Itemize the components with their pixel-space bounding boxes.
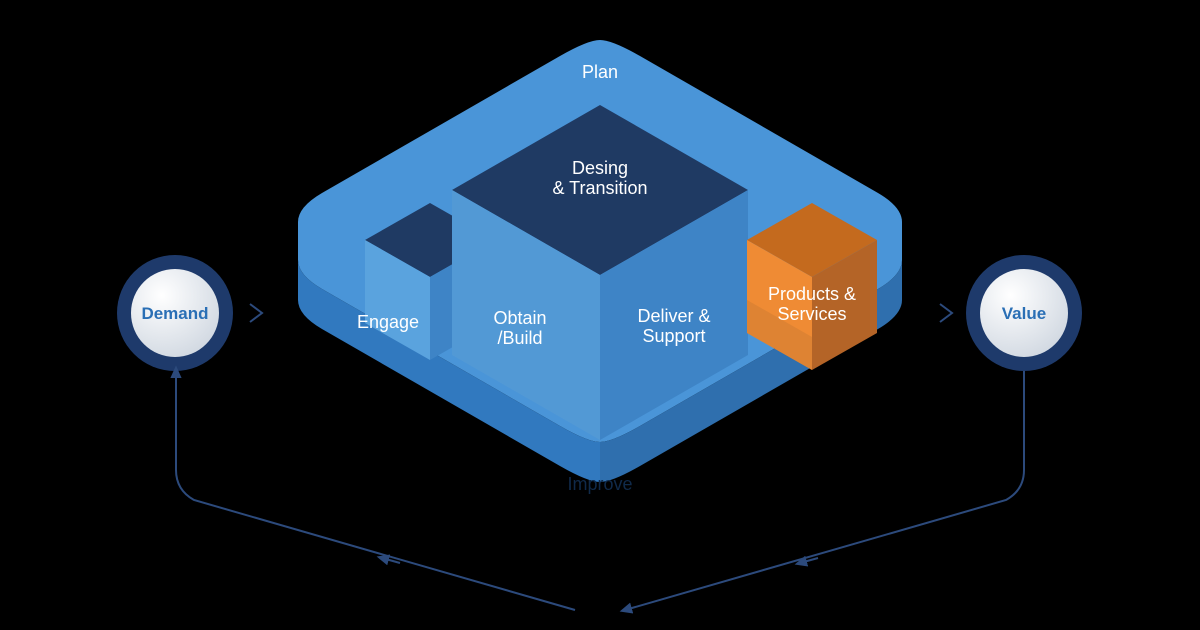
- chevron-demand: [250, 304, 262, 322]
- products-label: Products &Services: [768, 284, 856, 324]
- demand-label: Demand: [141, 304, 208, 323]
- value-circle: Value: [966, 255, 1082, 371]
- demand-circle: Demand: [117, 255, 233, 371]
- chevron-value: [940, 304, 952, 322]
- obtain-label: Obtain/Build: [493, 308, 546, 348]
- engage-label: Engage: [357, 312, 419, 332]
- plan-label: Plan: [582, 62, 618, 82]
- value-label: Value: [1002, 304, 1046, 323]
- diagram-root: Demand Value Plan Improve Desing& Transi…: [0, 0, 1200, 630]
- deliver-label: Deliver &Support: [637, 306, 710, 346]
- improve-label: Improve: [567, 474, 632, 494]
